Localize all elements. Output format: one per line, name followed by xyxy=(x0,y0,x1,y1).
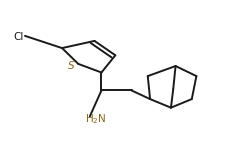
Text: Cl: Cl xyxy=(13,32,23,42)
Text: S: S xyxy=(68,61,75,71)
Text: H$_2$N: H$_2$N xyxy=(85,112,106,126)
